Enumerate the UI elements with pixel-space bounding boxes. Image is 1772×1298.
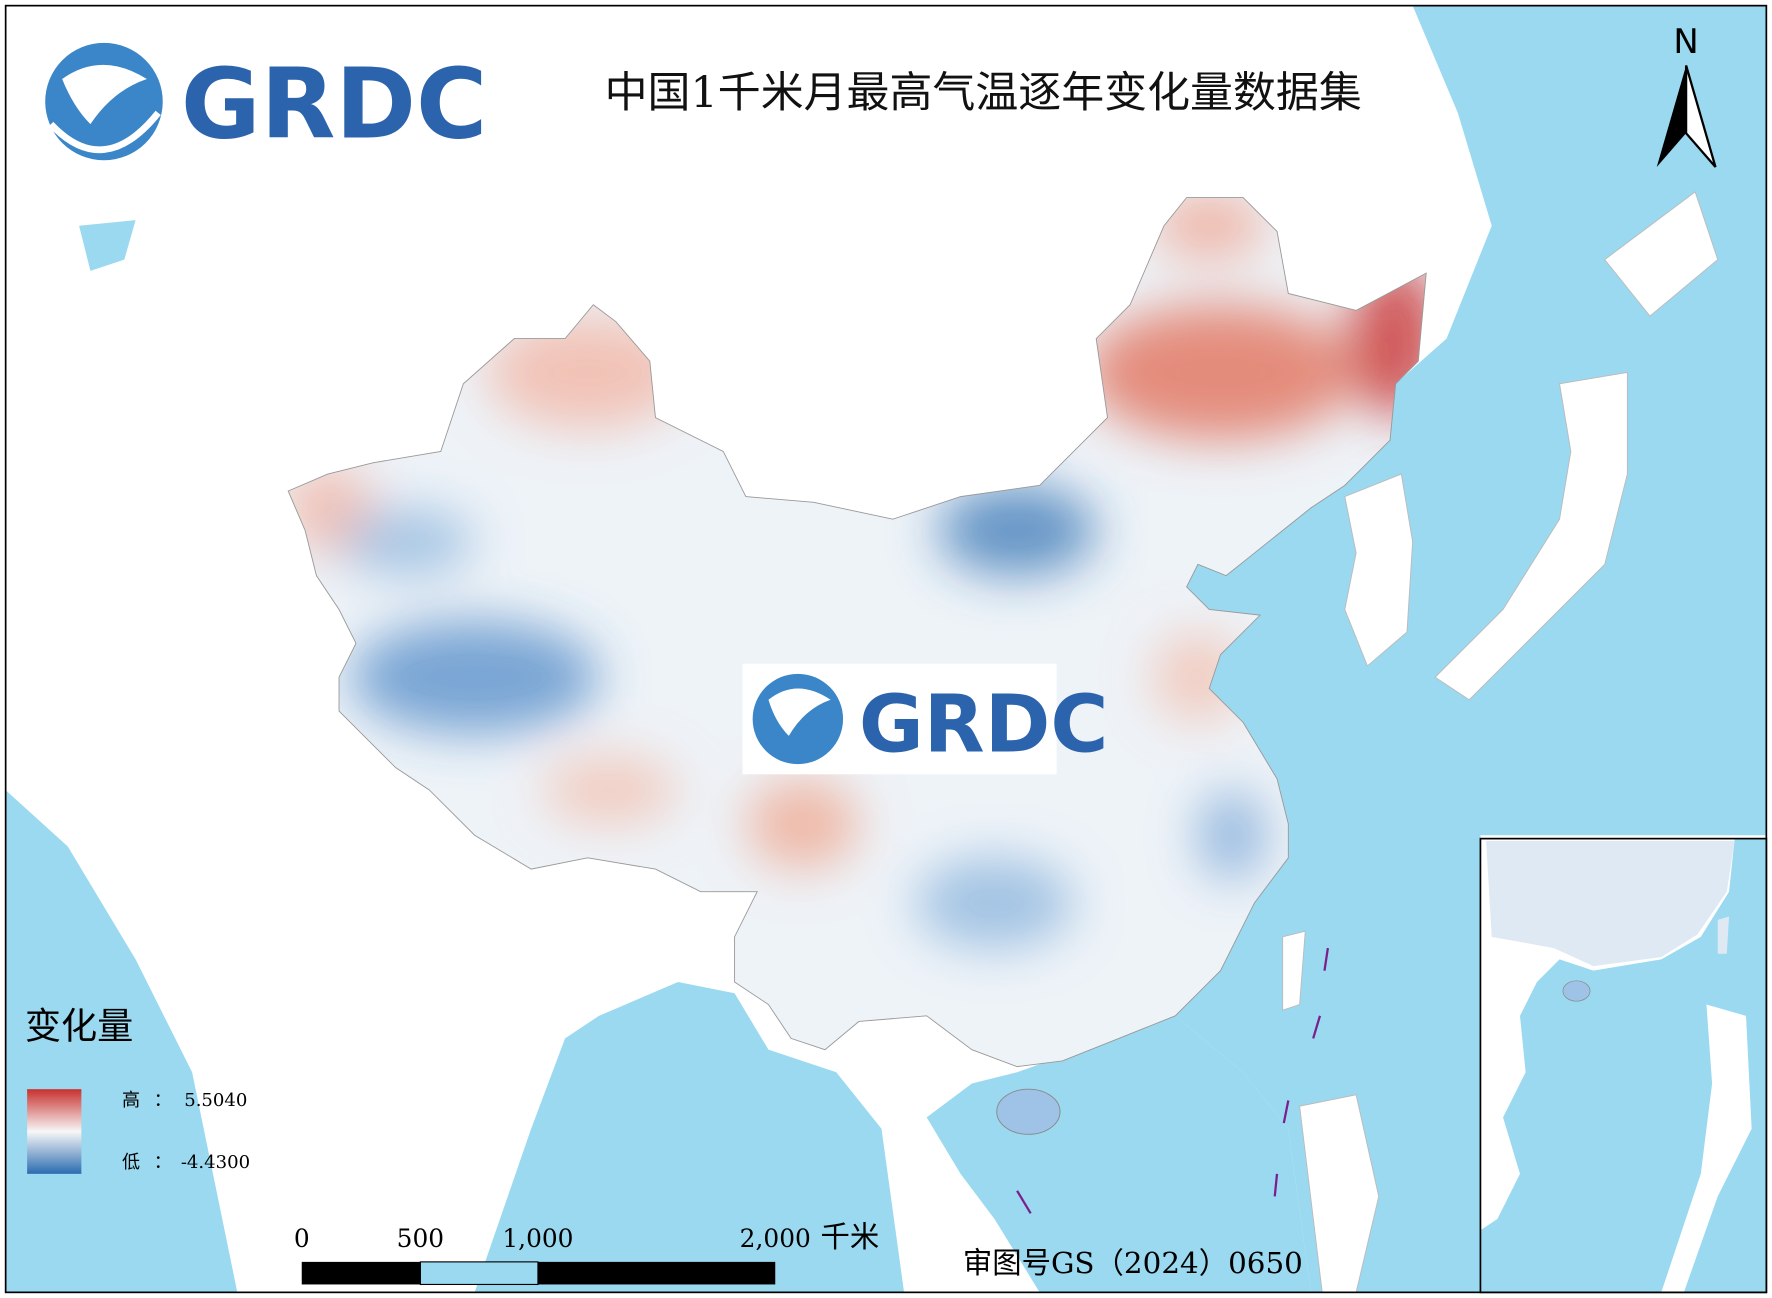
scale-bar: 0 500 1,000 2,000 千米 <box>294 1220 879 1286</box>
north-label: N <box>1673 22 1698 61</box>
logo: GRDC <box>45 42 488 161</box>
legend-separator: ： <box>154 1090 172 1111</box>
scale-label: 500 <box>397 1224 444 1253</box>
legend-ramp <box>27 1089 82 1174</box>
legend-title: 变化量 <box>25 1004 133 1047</box>
watermark-text: GRDC <box>859 679 1109 771</box>
neighbor-land <box>1282 191 1719 1293</box>
legend-high-value: 5.5040 <box>184 1090 247 1111</box>
scale-label: 0 <box>294 1224 310 1253</box>
legend: 变化量 高 ： 5.5040 低 ： -4.4300 <box>25 1004 250 1174</box>
legend-separator: ： <box>154 1152 172 1173</box>
frame <box>4 4 1768 1294</box>
legend-low-value: -4.4300 <box>181 1152 250 1173</box>
approval-number: 审图号GS（2024）0650 <box>963 1246 1303 1280</box>
nine-dash-line <box>1016 947 1329 1214</box>
legend-low-label: 低 <box>122 1152 140 1173</box>
legend-high-label: 高 <box>122 1090 140 1111</box>
logo-text: GRDC <box>181 48 488 161</box>
scale-unit: 千米 <box>820 1220 879 1254</box>
inset-map <box>1479 837 1768 1294</box>
scale-label: 2,000 <box>740 1224 811 1253</box>
watermark: GRDC <box>742 663 1109 775</box>
china-border <box>287 197 1427 1068</box>
hainan <box>996 1088 1061 1135</box>
scale-label: 1,000 <box>502 1224 573 1253</box>
map-title: 中国1千米月最高气温逐年变化量数据集 <box>605 68 1362 118</box>
